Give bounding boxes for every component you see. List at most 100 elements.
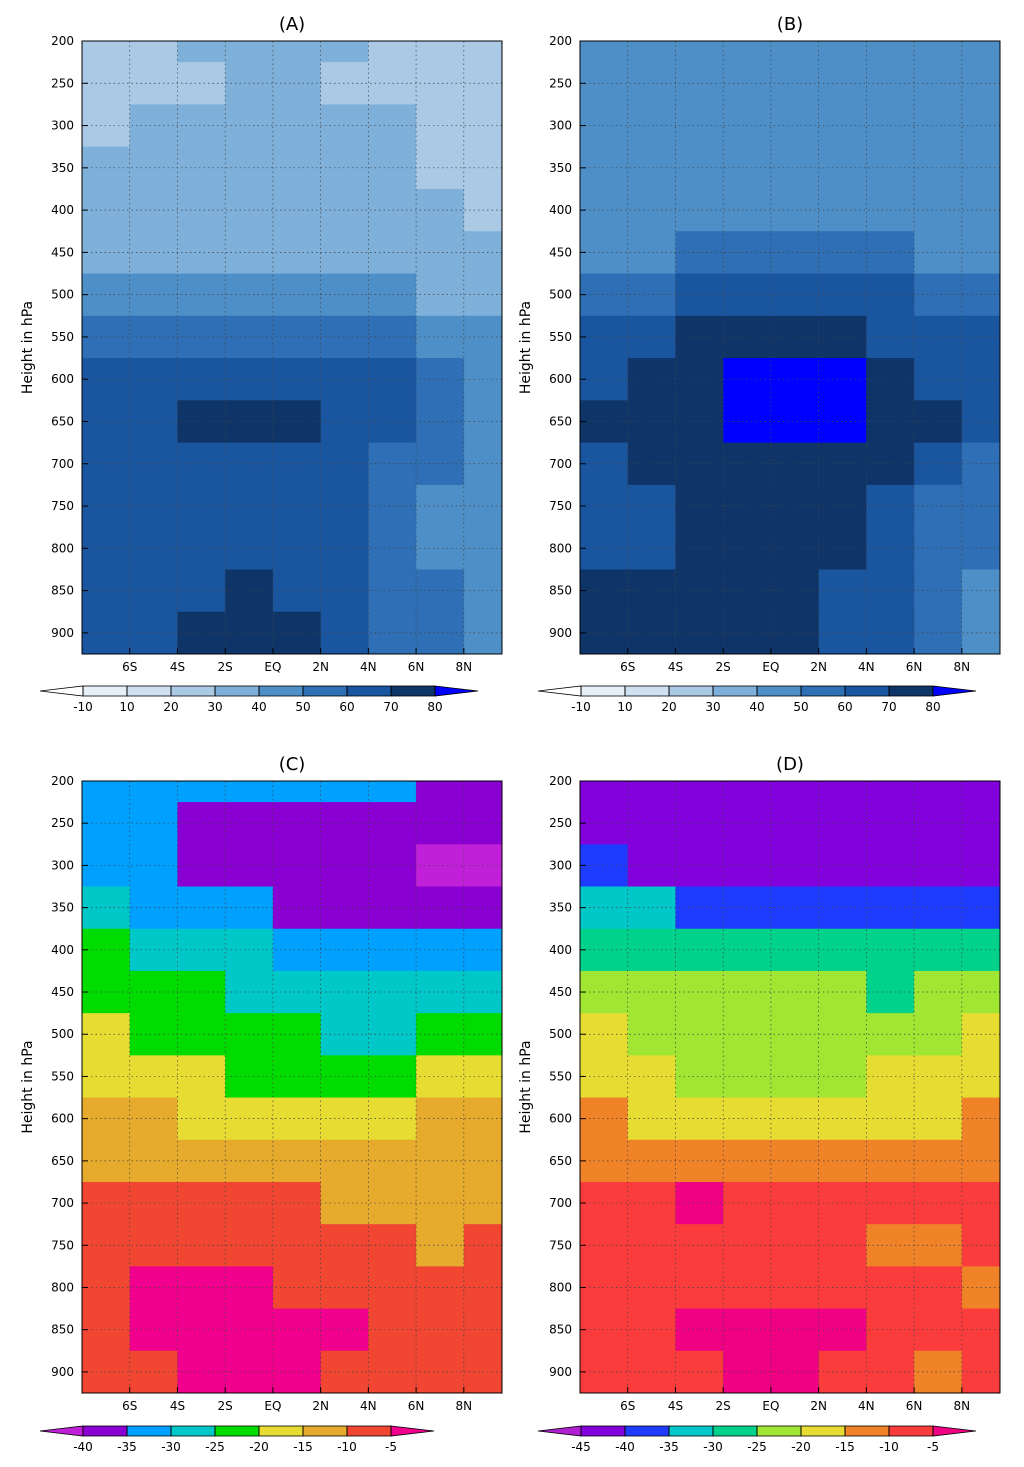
- contour-cell: [320, 1350, 369, 1393]
- contour-cell: [627, 1308, 676, 1352]
- colorbar-label: -20: [249, 1440, 269, 1454]
- y-tick-label: 400: [51, 203, 74, 217]
- panel: 6S 4S 2S EQ 2N 4N 6N 8N 200 250 300 350 400 450 500 550…: [518, 754, 1001, 1454]
- contour-cell: [368, 1350, 417, 1393]
- contour-cell: [320, 1308, 369, 1352]
- contour-cell: [866, 886, 915, 930]
- contour-cell: [866, 1350, 915, 1393]
- contour-cell: [818, 231, 867, 275]
- contour-cell: [580, 484, 629, 528]
- contour-cell: [866, 1097, 915, 1141]
- contour-cell: [416, 104, 465, 148]
- contour-cell: [368, 886, 417, 930]
- contour-cell: [416, 146, 465, 190]
- contour-cell: [818, 41, 867, 63]
- y-tick-label: 200: [51, 774, 74, 788]
- colorbar-label: 60: [339, 700, 354, 714]
- y-tick-label: 300: [549, 119, 572, 133]
- colorbar-bin: [346, 1425, 392, 1437]
- contour-cell: [320, 1139, 369, 1183]
- contour-cell: [580, 1097, 629, 1141]
- plot-frame: [81, 780, 503, 1394]
- contour-cell: [866, 1308, 915, 1352]
- contour-cell: [818, 358, 867, 401]
- contour-cell: [82, 1224, 131, 1267]
- contour-cell: [627, 1139, 676, 1183]
- contour-cell: [320, 315, 369, 359]
- contour-cell: [914, 781, 963, 803]
- contour-cell: [818, 844, 867, 888]
- contour-cell: [627, 1266, 676, 1310]
- x-tick-label: 2N: [810, 1399, 827, 1413]
- colorbar-label: -25: [747, 1440, 767, 1454]
- colorbar-label: -30: [161, 1440, 181, 1454]
- y-tick-label: 250: [51, 816, 74, 830]
- contour-cell: [866, 970, 915, 1014]
- colorbar-label: -25: [205, 1440, 225, 1454]
- contour-cell: [818, 886, 867, 930]
- contour-cell: [416, 611, 465, 654]
- x-tick-label: 6N: [408, 660, 425, 674]
- contour-cell: [914, 104, 963, 148]
- y-tick-label: 500: [549, 1027, 572, 1041]
- y-tick-label: 400: [51, 943, 74, 957]
- contour-cell: [129, 1097, 178, 1141]
- contour-cell: [580, 315, 629, 359]
- colorbar-label: 50: [295, 700, 310, 714]
- contour-cell: [580, 527, 629, 570]
- colorbar-bin: [800, 1425, 846, 1437]
- contour-cell: [82, 1097, 131, 1141]
- colorbar-end: [932, 1425, 977, 1437]
- contour-cell: [368, 1139, 417, 1183]
- contour-cell: [818, 781, 867, 803]
- contour-cell: [580, 1055, 629, 1099]
- y-tick-label: 700: [51, 1196, 74, 1210]
- contour-cell: [129, 928, 178, 972]
- x-tick-label: 4S: [170, 660, 185, 674]
- contour-cell: [866, 273, 915, 317]
- contour-cell: [320, 146, 369, 190]
- colorbar-bin: [888, 685, 934, 697]
- contour-cell: [368, 781, 417, 803]
- contour-cell: [627, 527, 676, 570]
- x-tick-label: 6N: [906, 660, 923, 674]
- contour-cell: [368, 484, 417, 528]
- x-tick-label: 6S: [122, 660, 137, 674]
- contour-cell: [580, 231, 629, 275]
- contour-cell: [866, 802, 915, 845]
- contour-cell: [82, 146, 131, 190]
- contour-cell: [129, 1181, 178, 1225]
- contour-cell: [225, 781, 274, 803]
- contour-cell: [914, 569, 963, 613]
- y-axis-label: Height in hPa: [518, 1040, 534, 1133]
- y-axis-label: Height in hPa: [518, 301, 534, 394]
- colorbar-label: -5: [385, 1440, 397, 1454]
- contour-cell: [82, 886, 131, 930]
- contour-cell: [961, 41, 1000, 63]
- y-tick-label: 400: [549, 203, 572, 217]
- contour-cell: [416, 442, 465, 486]
- y-tick-label: 900: [549, 626, 572, 640]
- colorbar-bin: [346, 685, 392, 697]
- colorbar-label: 30: [705, 700, 720, 714]
- contour-cell: [914, 1139, 963, 1183]
- contour-cell: [368, 400, 417, 444]
- contour-cell: [580, 104, 629, 148]
- x-tick-label: 4S: [668, 1399, 683, 1413]
- colorbar-label: -10: [879, 1440, 899, 1454]
- contour-cell: [320, 62, 369, 105]
- contour-cell: [866, 1266, 915, 1310]
- contour-cell: [580, 970, 629, 1014]
- contour-cell: [416, 802, 465, 845]
- contour-cell: [320, 781, 369, 803]
- y-tick-label: 250: [51, 76, 74, 90]
- contour-cell: [320, 400, 369, 444]
- colorbar-label: 40: [251, 700, 266, 714]
- colorbar-end: [932, 685, 977, 697]
- contour-cell: [320, 1097, 369, 1141]
- contour-cell: [416, 970, 465, 1014]
- contour-cell: [627, 1097, 676, 1141]
- contour-cell: [866, 400, 915, 444]
- contour-cell: [320, 484, 369, 528]
- contour-cell: [818, 569, 867, 613]
